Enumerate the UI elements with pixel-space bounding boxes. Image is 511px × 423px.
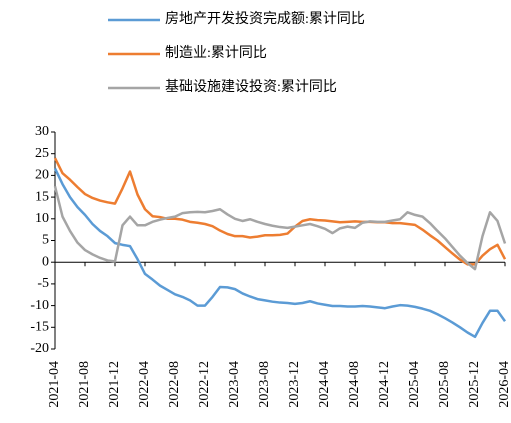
legend-label: 房地产开发投资完成额:累计同比 xyxy=(165,11,365,27)
x-tick-label: 2025-04 xyxy=(407,361,422,408)
x-tick-label: 2021-04 xyxy=(47,361,62,408)
y-tick-label: 20 xyxy=(35,168,49,183)
x-tick-label: 2023-08 xyxy=(257,361,272,408)
series-line xyxy=(55,158,505,264)
y-tick-label: -5 xyxy=(37,276,49,291)
x-tick-label: 2021-12 xyxy=(107,361,122,408)
x-tick-label: 2021-08 xyxy=(77,361,92,408)
x-tick-label: 2024-08 xyxy=(347,361,362,408)
x-tick-label: 2026-04 xyxy=(497,361,511,408)
y-tick-label: 30 xyxy=(35,124,49,139)
legend-label: 制造业:累计同比 xyxy=(165,45,267,61)
x-tick-label: 2023-04 xyxy=(227,361,242,408)
y-tick-label: 25 xyxy=(35,146,49,161)
x-tick-label: 2025-08 xyxy=(437,361,452,408)
y-tick-label: -15 xyxy=(30,320,49,335)
x-tick-label: 2024-04 xyxy=(317,361,332,408)
y-tick-label: 0 xyxy=(42,254,49,269)
x-tick-label: 2025-12 xyxy=(467,361,482,408)
series-line xyxy=(55,186,505,269)
y-tick-label: 15 xyxy=(35,189,49,204)
chart: -20 -15 -10 -5 0 5 10 15 20 25 30 2021-04 2021-08 202… xyxy=(0,0,511,423)
y-tick-label: -20 xyxy=(30,341,49,356)
y-tick-label: 10 xyxy=(35,211,49,226)
y-tick-label: 5 xyxy=(42,233,49,248)
x-tick-label: 2022-04 xyxy=(137,361,152,408)
legend-label: 基础设施建设投资:累计同比 xyxy=(165,78,337,95)
y-tick-label: -10 xyxy=(30,298,49,313)
x-tick-label: 2022-12 xyxy=(197,361,212,408)
x-tick-label: 2022-08 xyxy=(167,361,182,408)
series-line xyxy=(55,168,505,336)
x-tick-label: 2024-12 xyxy=(377,361,392,408)
x-tick-label: 2023-12 xyxy=(287,361,302,408)
